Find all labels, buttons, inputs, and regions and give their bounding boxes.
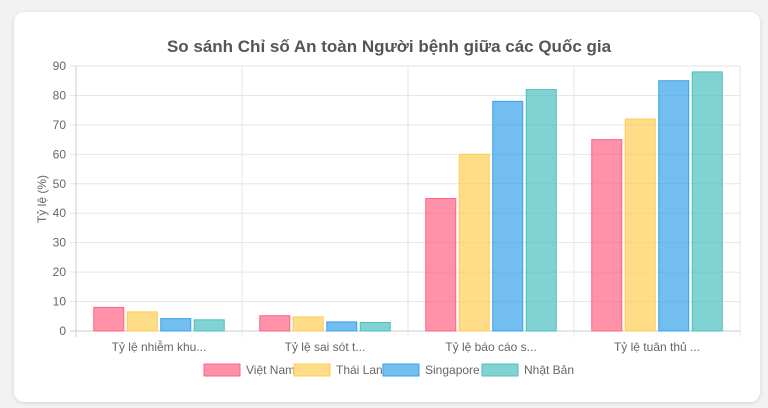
bar-1-1[interactable] xyxy=(292,316,324,332)
bar-2-1[interactable] xyxy=(326,321,358,332)
bar-1-2[interactable] xyxy=(458,153,490,332)
bar-3-0[interactable] xyxy=(193,319,225,332)
legend: Việt Nam Thái Lan Singapore Nhật Bản xyxy=(203,363,574,377)
legend-swatch[interactable] xyxy=(382,363,420,377)
legend-label[interactable]: Việt Nam xyxy=(246,363,295,377)
x-tick-label: Tỷ lệ tuân thủ ... xyxy=(614,340,700,354)
y-tick-label: 40 xyxy=(53,206,67,220)
bar-3-3[interactable] xyxy=(691,71,723,332)
bar-1-0[interactable] xyxy=(126,311,158,332)
bar-0-2[interactable] xyxy=(425,198,457,332)
bars xyxy=(93,71,723,332)
y-tick-label: 80 xyxy=(53,88,67,102)
y-tick-label: 20 xyxy=(53,265,67,279)
grid-lines xyxy=(70,65,741,337)
bar-3-1[interactable] xyxy=(359,321,391,332)
x-tick-label: Tỷ lệ nhiễm khu... xyxy=(112,339,207,354)
y-tick-label: 70 xyxy=(53,118,67,132)
legend-swatch[interactable] xyxy=(293,363,331,377)
legend-label[interactable]: Nhật Bản xyxy=(524,363,574,377)
y-axis-ticks: 0 10 20 30 40 50 60 70 80 90 xyxy=(53,59,67,338)
bar-1-3[interactable] xyxy=(624,118,656,332)
x-tick-label: Tỷ lệ báo cáo s... xyxy=(445,340,536,354)
legend-label[interactable]: Thái Lan xyxy=(336,363,383,377)
bar-2-2[interactable] xyxy=(492,100,524,332)
legend-label[interactable]: Singapore xyxy=(425,363,480,377)
bar-0-1[interactable] xyxy=(259,315,291,332)
bar-2-3[interactable] xyxy=(658,80,690,332)
y-tick-label: 10 xyxy=(53,295,67,309)
y-tick-label: 50 xyxy=(53,177,67,191)
bar-3-2[interactable] xyxy=(525,89,557,332)
x-axis-ticks: Tỷ lệ nhiễm khu... Tỷ lệ sai sót t... Tỷ l… xyxy=(112,339,700,354)
y-axis-label: Tỷ lệ (%) xyxy=(35,175,49,223)
y-tick-label: 0 xyxy=(59,324,66,338)
legend-swatch[interactable] xyxy=(203,363,241,377)
x-tick-label: Tỷ lệ sai sót t... xyxy=(285,340,366,354)
y-tick-label: 30 xyxy=(53,236,67,250)
bar-0-3[interactable] xyxy=(591,139,623,332)
chart-title: So sánh Chỉ số An toàn Người bệnh giữa c… xyxy=(167,37,612,56)
y-tick-label: 90 xyxy=(53,59,67,73)
legend-swatch[interactable] xyxy=(481,363,519,377)
bar-2-0[interactable] xyxy=(160,318,192,332)
y-tick-label: 60 xyxy=(53,147,67,161)
bar-0-0[interactable] xyxy=(93,306,125,332)
